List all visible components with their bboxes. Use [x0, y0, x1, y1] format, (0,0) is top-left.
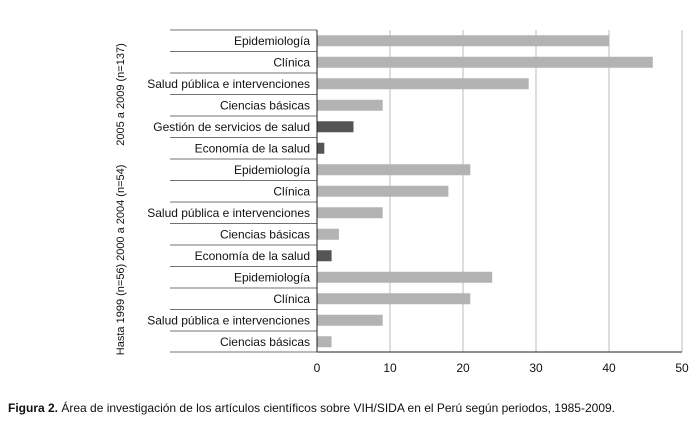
category-label: Clínica [273, 184, 310, 198]
category-label: Ciencias básicas [220, 98, 310, 112]
category-label: Salud pública e intervenciones [147, 313, 310, 327]
category-label: Epidemiología [234, 34, 310, 48]
category-label: Economía de la salud [195, 141, 310, 155]
bar [317, 99, 383, 111]
bar [317, 271, 493, 283]
category-label: Epidemiología [234, 270, 310, 284]
category-label: Epidemiología [234, 163, 310, 177]
bar [317, 228, 339, 240]
bar [317, 250, 332, 262]
bar [317, 56, 653, 68]
category-label: Salud pública e intervenciones [147, 206, 310, 220]
bar [317, 207, 383, 219]
group-label: 2000 a 2004 (n=54) [115, 165, 127, 261]
group-label: 2005 a 2009 (n=137) [115, 43, 127, 145]
x-tick-label: 20 [456, 361, 470, 375]
caption-text: Área de investigación de los artículos c… [58, 401, 616, 415]
group-label: Hasta 1999 (n=56) [115, 264, 127, 355]
bar [317, 164, 471, 176]
bar [317, 314, 383, 326]
category-label: Gestión de servicios de salud [153, 120, 310, 134]
bar [317, 35, 609, 47]
x-tick-label: 10 [383, 361, 397, 375]
bar-chart: 0 10 20 30 40 50 Epidemiología Clínica Salud púb… [115, 29, 689, 375]
x-tick-label: 50 [675, 361, 689, 375]
category-label: Economía de la salud [195, 249, 310, 263]
category-label: Clínica [273, 292, 310, 306]
bar [317, 142, 325, 154]
bar [317, 185, 449, 197]
bar [317, 121, 354, 133]
x-tick-label: 30 [529, 361, 543, 375]
category-label: Clínica [273, 55, 310, 69]
category-label: Salud pública e intervenciones [147, 77, 310, 91]
category-label: Ciencias básicas [220, 335, 310, 349]
bar [317, 78, 529, 90]
x-tick-label: 40 [602, 361, 616, 375]
bar [317, 293, 471, 305]
category-label: Ciencias básicas [220, 227, 310, 241]
bar [317, 336, 332, 348]
caption-label: Figura 2. [8, 401, 59, 415]
x-tick-label: 0 [314, 361, 321, 375]
figure-caption: Figura 2. Área de investigación de los a… [8, 401, 698, 416]
